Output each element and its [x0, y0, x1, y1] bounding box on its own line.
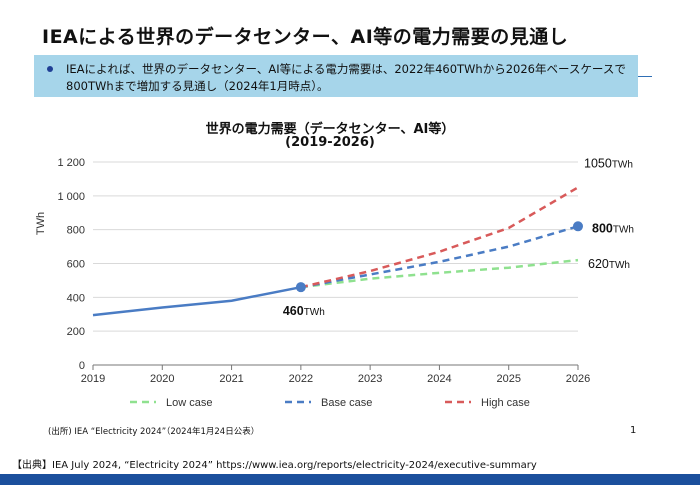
legend-item-high-case: High case	[445, 397, 530, 409]
bullet-dot-icon	[47, 66, 53, 72]
data-label-value: 620	[588, 257, 609, 271]
x-tick-label: 2019	[81, 373, 105, 385]
data-label-value: 800	[592, 221, 613, 235]
series-line-high-case	[300, 186, 579, 289]
legend-item-base-case: Base case	[285, 397, 372, 409]
x-tick-label: 2022	[289, 373, 313, 385]
historical-line	[92, 285, 302, 317]
legend-item-low-case: Low case	[130, 397, 212, 409]
x-tick-label: 2021	[219, 373, 243, 385]
data-label-unit: TWh	[304, 307, 325, 318]
y-tick-label: 400	[67, 292, 85, 304]
data-label-unit: TWh	[609, 260, 630, 271]
data-label: 800TWh	[592, 221, 634, 235]
summary-box: IEAによれば、世界のデータセンター、AI等による電力需要は、2022年460T…	[34, 55, 638, 97]
page-number: 1	[630, 425, 637, 436]
legend-label: High case	[481, 397, 530, 409]
line-chart: 0 200 400 600 800 1 000 1 200 TWh 2019 2020 2021 20…	[35, 156, 634, 409]
data-label-unit: TWh	[612, 159, 633, 170]
data-point-marker	[573, 221, 583, 232]
data-label: 620TWh	[588, 257, 630, 271]
legend-label: Low case	[166, 397, 212, 409]
y-axis-label: TWh	[35, 212, 47, 235]
footnote: (出所) IEA “Electricity 2024”（2024年1月24日公表…	[48, 427, 260, 437]
x-tick-label: 2025	[496, 373, 520, 385]
y-tick-label: 200	[67, 326, 85, 338]
data-label: 1050TWh	[584, 156, 633, 170]
legend-label: Base case	[321, 397, 372, 409]
slide-title: IEAによる世界のデータセンター、AI等の電力需要の見通し	[42, 26, 569, 48]
data-label-unit: TWh	[613, 224, 634, 235]
data-label-value: 1050	[584, 156, 612, 170]
y-tick-label: 1 200	[57, 157, 85, 169]
summary-line-2: 800TWhまで増加する見通し（2024年1月時点）。	[66, 79, 329, 93]
x-tick-label: 2026	[566, 373, 590, 385]
chart-title: 世界の電力需要（データセンター、AI等）	[205, 122, 455, 137]
y-tick-label: 0	[79, 360, 85, 372]
source-citation: 【出典】IEA July 2024, “Electricity 2024” ht…	[12, 460, 537, 471]
data-label-value: 460	[283, 304, 304, 318]
summary-line-1: IEAによれば、世界のデータセンター、AI等による電力需要は、2022年460T…	[66, 62, 626, 76]
decorative-line	[638, 76, 652, 77]
y-tick-label: 1 000	[57, 191, 85, 203]
data-label: 460TWh	[283, 304, 325, 318]
x-tick-label: 2020	[150, 373, 174, 385]
series-line-low-case	[300, 258, 579, 289]
footer-bar	[0, 474, 700, 485]
data-point-marker	[295, 282, 306, 293]
y-tick-label: 800	[67, 225, 85, 237]
x-tick-label: 2024	[427, 373, 451, 385]
x-tick-label: 2023	[358, 373, 382, 385]
chart-subtitle: (2019-2026)	[285, 135, 375, 150]
y-tick-label: 600	[67, 259, 85, 271]
